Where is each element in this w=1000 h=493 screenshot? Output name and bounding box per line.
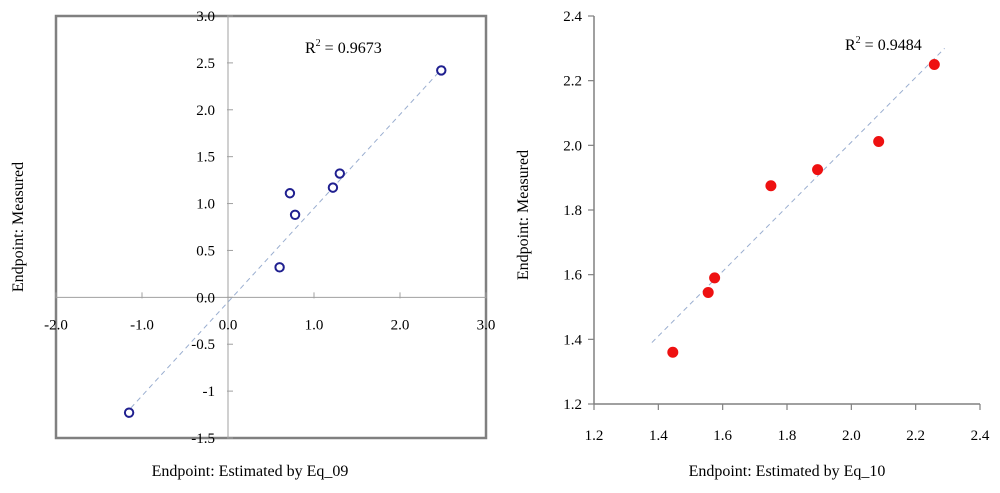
left-plot-frame (54, 14, 488, 440)
left-data-point (334, 168, 345, 179)
right-points-group (667, 59, 940, 358)
left-x-tick-label: 1.0 (305, 317, 324, 333)
left-data-point (289, 209, 301, 221)
left-x-tick-label: 3.0 (477, 317, 496, 333)
right-x-tick-label: 2.4 (971, 428, 990, 444)
left-y-axis-title: Endpoint: Measured (10, 162, 27, 292)
right-data-point (873, 135, 885, 147)
right-plot-area (594, 16, 980, 404)
right-x-tick-label: 1.8 (778, 428, 797, 444)
right-y-tick-label: 2.0 (563, 138, 582, 154)
left-data-point (284, 188, 296, 199)
left-r2-annotation: R2 = 0.9673 (305, 38, 382, 57)
right-trendline (651, 47, 945, 343)
left-y-tick-label: -1 (203, 384, 216, 400)
right-axes (588, 15, 981, 410)
left-y-tick-labels: -1.5 -1 -0.5 0.0 0.5 1.0 1.5 2.0 2.5 3.0 (191, 9, 215, 447)
left-x-tick-labels: -2.0 -1.0 0.0 1.0 2.0 3.0 (44, 317, 495, 333)
right-y-tick-label: 1.4 (563, 332, 582, 348)
left-x-axis-title: Endpoint: Estimated by Eq_09 (152, 463, 349, 480)
right-trendline-group (651, 47, 945, 343)
left-points-group (123, 65, 447, 418)
right-x-tick-label: 1.4 (649, 428, 668, 444)
left-x-tick-label: -2.0 (44, 317, 68, 333)
left-y-tick-label: 2.0 (196, 103, 215, 119)
left-y-tick-label: 1.0 (196, 197, 215, 213)
left-data-point (274, 262, 285, 273)
right-data-point (812, 164, 824, 176)
left-chart: -2.0 -1.0 0.0 1.0 2.0 3.0 -1.5-1-0.50.00.51.0… (10, 9, 495, 480)
left-y-tick-label: 3.0 (196, 9, 215, 25)
left-y-tick-label: 1.5 (196, 150, 215, 166)
right-x-tick-label: 2.2 (906, 428, 925, 444)
right-data-point (765, 180, 777, 192)
right-y-tick-label: 2.2 (563, 74, 582, 90)
right-chart: 1.2 1.4 1.6 1.8 2.0 2.2 2.4 1.2 1.4 1.6 1.8 2.0 2.2… (515, 9, 990, 480)
left-x-tick-label: 0.0 (219, 317, 238, 333)
right-x-tick-labels: 1.2 1.4 1.6 1.8 2.0 2.2 2.4 (585, 428, 990, 444)
right-x-tick-label: 2.0 (842, 428, 861, 444)
right-y-tick-label: 1.8 (563, 203, 582, 219)
right-data-point (702, 286, 714, 298)
left-x-tick-label: -1.0 (130, 317, 154, 333)
right-r2-annotation: R2 = 0.9484 (845, 35, 922, 54)
left-y-tick-label: 2.5 (196, 56, 215, 72)
left-y-tick-label: -0.5 (191, 337, 215, 353)
left-data-point (327, 182, 339, 193)
right-data-point (928, 59, 940, 70)
right-x-axis-title: Endpoint: Estimated by Eq_10 (689, 463, 886, 480)
left-data-point (436, 65, 447, 76)
left-x-tick-label: 2.0 (391, 317, 410, 333)
left-axes (55, 15, 487, 439)
right-y-tick-labels: 1.2 1.4 1.6 1.8 2.0 2.2 2.4 (563, 9, 582, 413)
right-y-tick-label: 2.4 (563, 9, 582, 25)
left-trendline (124, 62, 448, 415)
right-y-axis-title: Endpoint: Measured (515, 150, 532, 280)
left-trendline-group (124, 62, 448, 415)
right-y-tick-label: 1.6 (563, 268, 582, 284)
right-x-tick-label: 1.2 (585, 428, 604, 444)
left-y-tick-label: 0.0 (196, 290, 215, 306)
right-data-point (667, 346, 679, 358)
left-y-tick-label: 0.5 (196, 243, 215, 259)
right-y-tick-label: 1.2 (563, 397, 582, 413)
left-data-point (123, 407, 135, 418)
right-data-point (709, 272, 721, 284)
left-y-tick-label: -1.5 (191, 431, 215, 447)
right-x-tick-label: 1.6 (713, 428, 732, 444)
